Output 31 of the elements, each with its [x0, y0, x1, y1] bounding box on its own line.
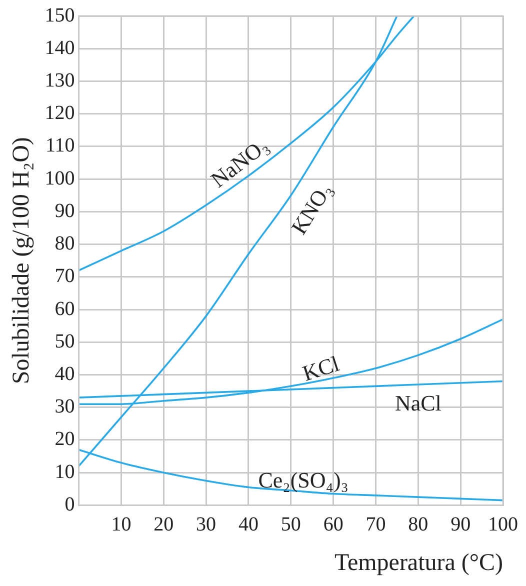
y-tick-label: 100 — [44, 167, 75, 190]
x-tick-label: 30 — [196, 513, 216, 536]
y-tick-label: 90 — [54, 200, 75, 222]
x-tick-label: 10 — [111, 513, 132, 536]
y-tick-label: 40 — [54, 362, 75, 385]
y-tick-label: 80 — [54, 232, 75, 255]
x-tick-label: 80 — [408, 513, 428, 536]
x-tick-label: 40 — [238, 513, 258, 536]
x-tick-label: 70 — [366, 513, 386, 536]
x-tick-label: 60 — [323, 513, 344, 536]
y-tick-label: 130 — [44, 69, 75, 92]
y-tick-label: 10 — [54, 460, 75, 483]
y-tick-label: 60 — [54, 298, 75, 320]
series-label: Ce₂(SO₄)₃ — [258, 468, 348, 493]
text: KCl — [299, 350, 342, 386]
x-tick-label: 50 — [280, 513, 301, 536]
x-axis-title: Temperatura (°C) — [334, 550, 503, 576]
y-tick-label: 30 — [54, 396, 75, 418]
y-tick-label: 110 — [46, 134, 75, 157]
series-label: NaCl — [394, 390, 442, 416]
y-axis-title: Solubilidade (g/100 H₂O) — [8, 137, 35, 384]
x-tick-label: 20 — [154, 513, 174, 536]
y-tick-label: 120 — [44, 102, 75, 124]
y-tick-label: 50 — [54, 330, 75, 352]
y-tick-label: 150 — [44, 4, 75, 26]
x-tick-label: 100 — [488, 513, 518, 536]
y-tick-label: 0 — [64, 493, 75, 516]
y-tick-label: 70 — [54, 265, 75, 288]
y-tick-label: 140 — [44, 36, 75, 59]
y-tick-label: 20 — [54, 428, 75, 450]
x-tick-label: 90 — [450, 513, 471, 536]
